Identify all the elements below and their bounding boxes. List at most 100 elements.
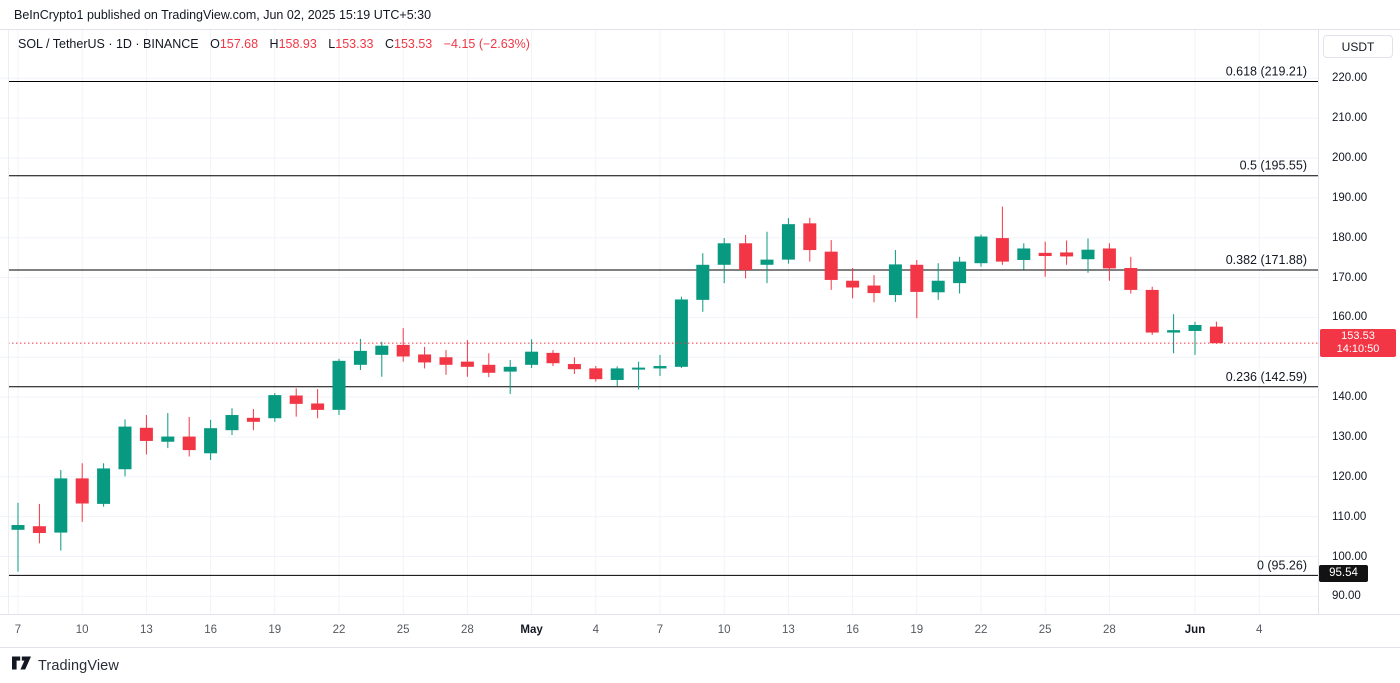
time-tick-label: 19 <box>268 624 282 636</box>
price-tick-label: 130.00 <box>1332 430 1368 443</box>
symbol-title: SOL / TetherUS · 1D · BINANCE <box>18 37 199 51</box>
price-tick-label: 220.00 <box>1332 72 1368 85</box>
time-tick-label: 4 <box>592 624 599 636</box>
candle-body <box>589 368 603 380</box>
candle-body <box>118 426 132 470</box>
time-tick-label: 16 <box>846 624 859 636</box>
change-value: −4.15 (−2.63%) <box>443 37 530 51</box>
price-tick-label: 170.00 <box>1332 271 1368 284</box>
time-tick-label: 16 <box>204 624 217 636</box>
countdown-timer: 14:10:50 <box>1336 343 1380 356</box>
time-tick-label: 22 <box>974 624 988 636</box>
candle-body <box>546 352 560 364</box>
high-value: 158.93 <box>278 37 317 51</box>
price-pane[interactable]: 0.618 (219.21) 0.5 (195.55) 0.382 (171.88)… <box>0 30 1318 614</box>
time-tick-label: 28 <box>1102 624 1116 636</box>
price-tick-label: 200.00 <box>1332 152 1368 164</box>
candle-body <box>717 243 731 265</box>
candle-body <box>781 224 795 260</box>
candle-body <box>375 345 389 355</box>
candle-body <box>75 478 89 504</box>
currency-button[interactable]: USDT <box>1323 35 1393 58</box>
price-tick-label: 100.00 <box>1332 550 1368 563</box>
time-axis[interactable]: 7 10 13 16 19 22 25 28 May 4 7 10 13 16 19 22 25 28 Jun 4 <box>0 614 1400 647</box>
candle-body <box>610 368 624 380</box>
candle-body <box>525 351 539 365</box>
candle-body <box>653 366 667 369</box>
candle-body <box>503 366 517 372</box>
candle-body <box>353 350 367 365</box>
open-label: O <box>210 37 220 51</box>
attribution-bar: BeInCrypto1 published on TradingView.com… <box>0 0 1400 30</box>
time-tick-label: 25 <box>396 624 410 636</box>
tradingview-logo-text[interactable]: TradingView <box>38 657 119 674</box>
price-tick-label: 160.00 <box>1332 311 1368 324</box>
price-tick-label: 110.00 <box>1332 510 1367 523</box>
time-tick-label: 10 <box>75 624 89 636</box>
price-axis[interactable]: USDT 153.53 14:10:50 95.54 220.00 210.00 2… <box>1318 30 1400 614</box>
low-value: 153.33 <box>335 37 374 51</box>
price-tick-label: 140.00 <box>1332 391 1368 404</box>
fib-level-label: 0.618 (219.21) <box>1226 64 1307 78</box>
symbol-legend: SOL / TetherUS · 1D · BINANCE O157.68 H1… <box>18 37 530 51</box>
time-tick-label: 13 <box>781 624 795 636</box>
candle-body <box>632 367 646 370</box>
last-price-badge: 153.53 14:10:50 <box>1320 329 1396 358</box>
candle-body <box>1081 249 1095 260</box>
candle-body <box>204 428 218 454</box>
candle-body <box>97 468 111 504</box>
candle-body <box>867 285 881 294</box>
candle-body <box>311 403 325 410</box>
time-tick-label: Jun <box>1184 624 1206 636</box>
fib-zero-price-badge: 95.54 <box>1319 565 1368 583</box>
pane-left-border <box>8 30 9 614</box>
fib-level-label: 0.236 (142.59) <box>1226 370 1307 384</box>
fib-level-label: 0.382 (171.88) <box>1226 253 1307 267</box>
tradingview-logo-icon[interactable] <box>12 656 31 675</box>
candle-body <box>482 364 496 373</box>
candle-body <box>1167 330 1181 333</box>
candle-body <box>161 436 175 442</box>
candle-body <box>674 299 688 367</box>
candle-body <box>1145 289 1159 333</box>
candle-body <box>11 525 25 530</box>
candle-body <box>225 415 239 431</box>
time-tick-label: 13 <box>139 624 153 636</box>
time-tick-label: May <box>520 624 543 636</box>
candle-body <box>268 395 282 419</box>
candle-body <box>739 243 753 270</box>
price-tick-label: 180.00 <box>1332 231 1368 244</box>
time-tick-label: 28 <box>460 624 474 636</box>
candle-body <box>54 478 68 533</box>
candle-body <box>246 417 260 422</box>
time-tick-label: 7 <box>656 624 664 636</box>
candle-body <box>1102 248 1116 269</box>
candle-body <box>953 261 967 284</box>
price-tick-label: 190.00 <box>1332 191 1368 204</box>
fib-level-label: 0.5 (195.55) <box>1240 159 1307 173</box>
candle-body <box>1060 252 1074 257</box>
candle-body <box>931 280 945 293</box>
time-tick-label: 22 <box>332 624 346 636</box>
time-tick-label: 25 <box>1038 624 1052 636</box>
candle-body <box>32 526 46 533</box>
candle-body <box>332 360 346 410</box>
candle-body <box>1124 267 1138 290</box>
price-tick-label: 210.00 <box>1332 112 1368 125</box>
last-price-value: 153.53 <box>1341 330 1375 343</box>
high-label: H <box>269 37 279 51</box>
price-tick-label: 90.00 <box>1332 590 1361 603</box>
candle-body <box>760 259 774 265</box>
time-tick-label: 4 <box>1255 624 1263 636</box>
candle-body <box>974 236 988 264</box>
candle-body <box>910 264 924 292</box>
candle-body <box>139 427 153 441</box>
candle-body <box>1017 248 1031 261</box>
candle-body <box>289 395 303 404</box>
low-label: L <box>328 37 336 51</box>
close-value: 153.53 <box>394 37 433 51</box>
candle-body <box>824 251 838 280</box>
open-value: 157.68 <box>219 37 259 51</box>
candle-body <box>1209 326 1223 344</box>
